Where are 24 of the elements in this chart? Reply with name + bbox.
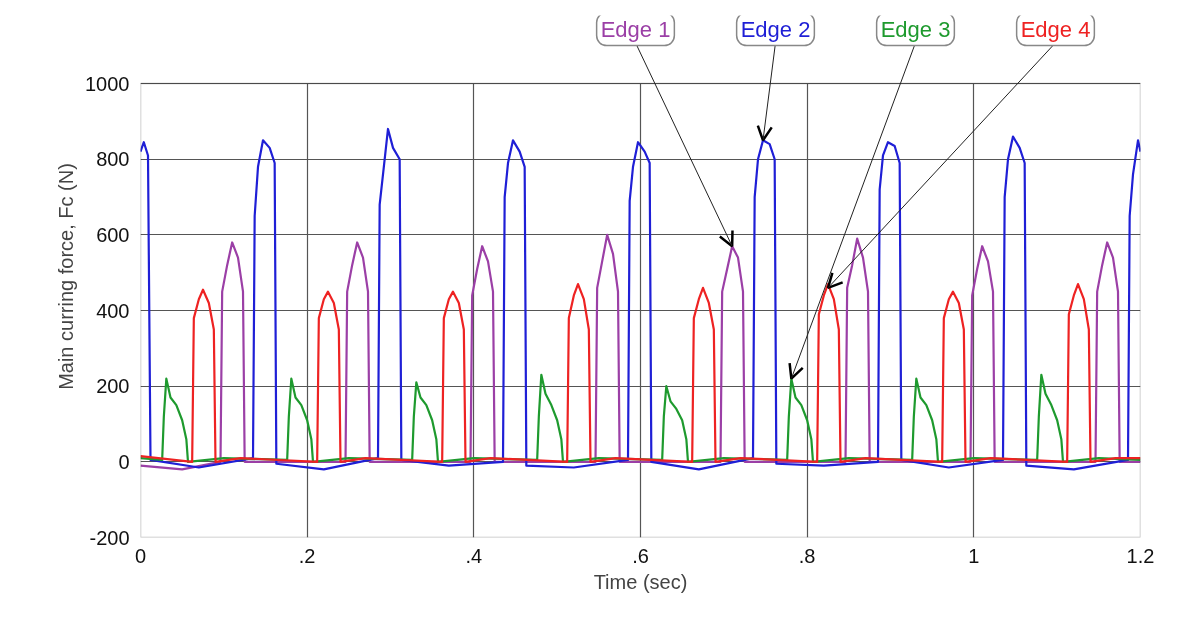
annotation: Edge 3 <box>880 16 951 42</box>
line-series <box>140 233 1141 471</box>
x-tick-label: .8 <box>798 544 816 567</box>
y-tick-label: 1000 <box>85 72 130 95</box>
y-tick-label: -200 <box>89 526 130 549</box>
x-axis-title: Time (sec) <box>593 570 688 593</box>
y-axis-title: Main curring force, Fc (N) <box>55 163 78 390</box>
y-tick-label: 200 <box>96 375 130 398</box>
x-tick-label: .6 <box>632 544 649 567</box>
annotation: Edge 4 <box>1020 16 1091 42</box>
x-tick-label: 1 <box>968 544 980 567</box>
annotation: Edge 1 <box>600 16 671 42</box>
line-series <box>140 373 1141 463</box>
annotation: Edge 2 <box>740 16 811 42</box>
x-tick-label: .2 <box>298 544 316 567</box>
line-series <box>140 127 1141 471</box>
x-tick-label: 1.2 <box>1126 544 1155 567</box>
y-tick-label: 600 <box>96 223 130 246</box>
y-tick-label: 400 <box>96 299 130 322</box>
y-tick-label: 800 <box>96 148 130 171</box>
line-series <box>140 282 1141 463</box>
y-tick-label: 0 <box>118 450 130 473</box>
x-tick-label: .4 <box>465 544 483 567</box>
x-tick-label: 0 <box>134 544 147 567</box>
